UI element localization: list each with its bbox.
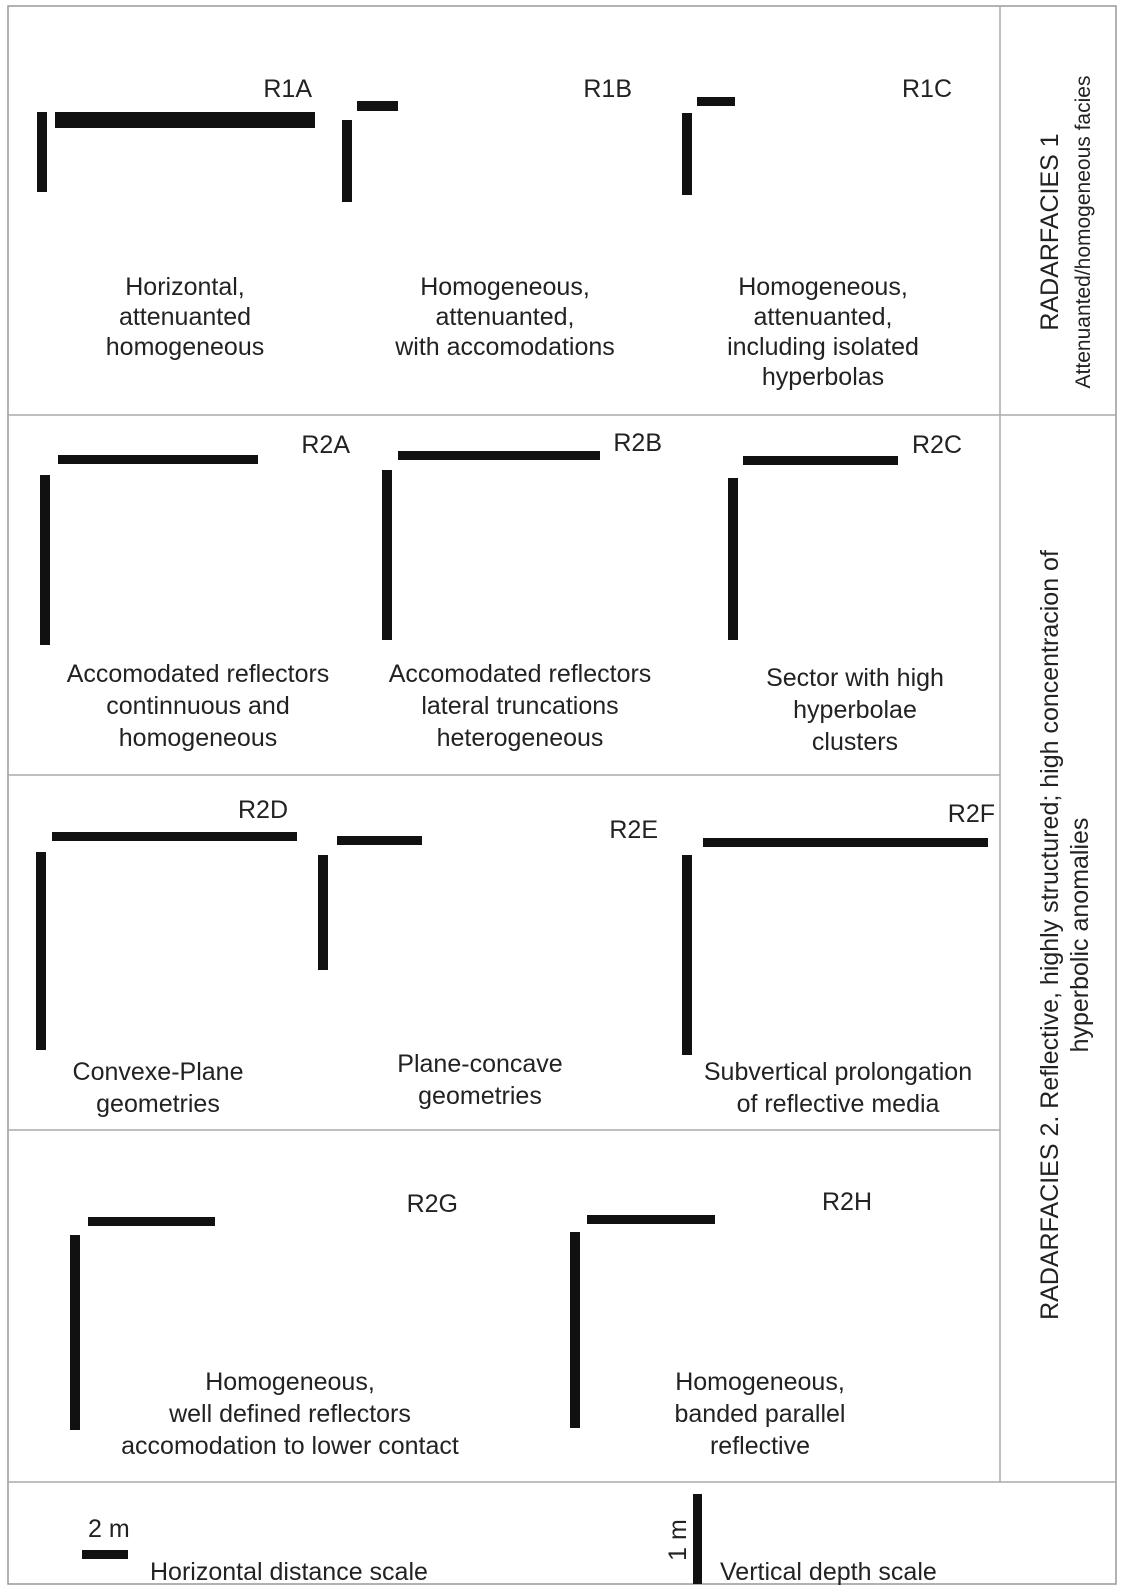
radargram: [58, 470, 350, 655]
panel-id: R2A: [301, 431, 350, 459]
vertical-scale-bar: [728, 478, 738, 640]
vertical-scale-bar: [36, 852, 46, 1050]
legend-label: Horizontal distance scale: [150, 1558, 428, 1586]
panel-caption: of reflective media: [737, 1090, 940, 1118]
horizontal-scale-bar: [398, 451, 600, 460]
vertical-scale-bar: [570, 1232, 580, 1428]
vertical-scale-bar: [682, 113, 692, 195]
panel-caption: Accomodated reflectors: [389, 660, 652, 688]
radarfacies-subtitle: hyperbolic anomalies: [1066, 818, 1094, 1053]
panel-id: R2G: [407, 1190, 458, 1218]
radargram: [743, 472, 955, 655]
vertical-scale-bar: [70, 1235, 80, 1430]
panel-caption: geometries: [96, 1090, 220, 1118]
horizontal-scale-bar: [337, 836, 422, 845]
panel-id: R2E: [609, 816, 658, 844]
panel-caption: hyperbolas: [762, 363, 884, 391]
panel-caption: lateral truncations: [421, 692, 618, 720]
panel-caption: Homogeneous,: [675, 1368, 845, 1396]
panel-caption: Homogeneous,: [420, 273, 590, 301]
horizontal-scale-bar: [82, 1550, 128, 1559]
panel-caption: clusters: [812, 728, 898, 756]
radarfacies-title: RADARFACIES 1: [1036, 133, 1064, 330]
radargram: [583, 1228, 872, 1345]
scale-label: 1 m: [664, 1519, 692, 1561]
radargram: [333, 848, 652, 1020]
panel-id: R2B: [613, 429, 662, 457]
panel-caption: heterogeneous: [437, 724, 604, 752]
panel-id: R1A: [263, 75, 312, 103]
panel-caption: Homogeneous,: [205, 1368, 375, 1396]
legend-label: Vertical depth scale: [720, 1558, 937, 1586]
panel-caption: with accomodations: [394, 333, 615, 361]
horizontal-scale-bar: [587, 1215, 715, 1224]
panel-caption: Subvertical prolongation: [704, 1058, 972, 1086]
radargram: [398, 466, 662, 650]
panel-caption: homogeneous: [119, 724, 277, 752]
vertical-scale-bar: [342, 120, 352, 202]
panel-id: R2C: [912, 431, 962, 459]
panel-id: R2D: [238, 796, 288, 824]
figure: RADARFACIES 1 Attenuanted/homogeneous fa…: [0, 0, 1123, 1587]
panel-caption: attenuanted,: [753, 303, 892, 331]
panel-caption: attenuanted,: [435, 303, 574, 331]
radargram: [697, 850, 973, 1055]
vertical-scale-bar: [693, 1494, 702, 1584]
vertical-scale-bar: [37, 112, 47, 192]
panel-caption: Homogeneous,: [738, 273, 908, 301]
panel-caption: well defined reflectors: [168, 1400, 411, 1428]
panel-caption: geometries: [418, 1082, 542, 1110]
panel-id: R1C: [902, 75, 952, 103]
radargram: [82, 1230, 460, 1345]
panel-caption: hyperbolae: [793, 696, 917, 724]
panel-caption: Convexe-Plane: [73, 1058, 244, 1086]
radarfacies-title: RADARFACIES 2. Reflective, highly struct…: [1036, 550, 1064, 1320]
panel-id: R1B: [583, 75, 632, 103]
panel-caption: Accomodated reflectors: [67, 660, 330, 688]
panel-caption: including isolated: [727, 333, 919, 361]
panel-caption: accomodation to lower contact: [121, 1432, 459, 1460]
panel-caption: Plane-concave: [397, 1050, 562, 1078]
frame: [8, 6, 1116, 1584]
panel-caption: banded parallel: [675, 1400, 846, 1428]
vertical-scale-bar: [382, 470, 392, 640]
radargram: [697, 112, 950, 258]
vertical-scale-bar: [318, 855, 328, 970]
panel-id: R2H: [822, 1188, 872, 1216]
horizontal-scale-bar: [743, 456, 898, 465]
panel-caption: Sector with high: [766, 664, 944, 692]
vertical-scale-bar: [682, 855, 692, 1055]
panel-caption: continnuous and: [106, 692, 289, 720]
horizontal-scale-bar: [52, 832, 297, 841]
radarfacies-subtitle: Attenuanted/homogeneous facies: [1072, 76, 1095, 389]
horizontal-scale-bar: [58, 455, 258, 464]
radargram: [357, 112, 638, 258]
panel-caption: attenuanted: [119, 303, 251, 331]
panel-caption: reflective: [710, 1432, 810, 1460]
horizontal-scale-bar: [357, 101, 398, 111]
horizontal-scale-bar: [703, 838, 988, 847]
horizontal-scale-bar: [88, 1217, 215, 1226]
panel-id: R2F: [948, 800, 995, 828]
vertical-scale-bar: [40, 475, 50, 645]
radargram: [55, 112, 315, 258]
panel-caption: Horizontal,: [125, 273, 245, 301]
radargram: [52, 850, 260, 1048]
scale-label: 2 m: [88, 1515, 130, 1543]
horizontal-scale-bar: [55, 112, 315, 128]
horizontal-scale-bar: [697, 97, 735, 106]
panel-caption: homogeneous: [106, 333, 264, 361]
